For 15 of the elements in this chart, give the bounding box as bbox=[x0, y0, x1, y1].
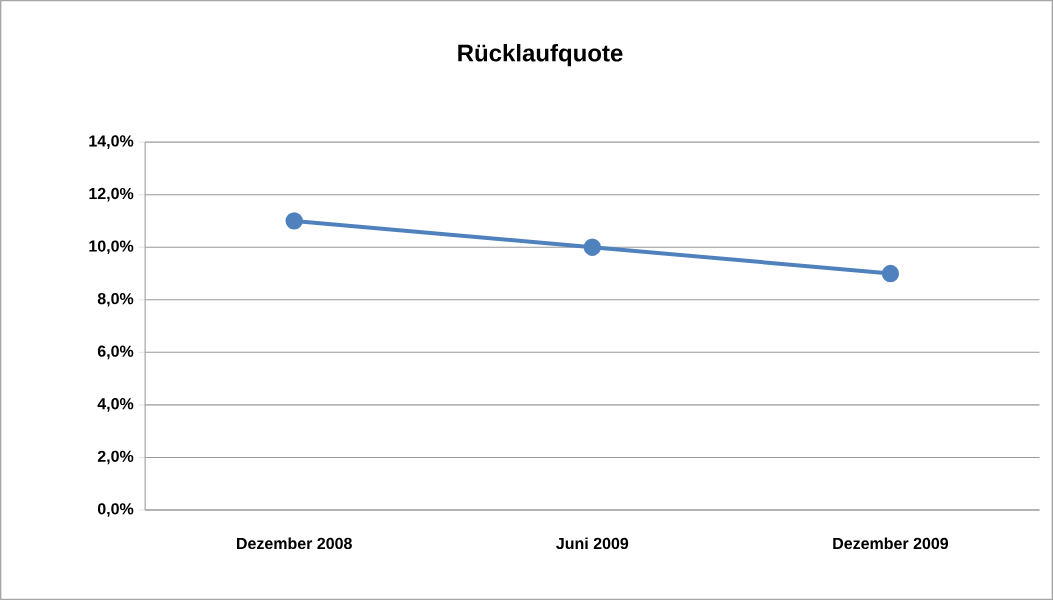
x-tick-label: Dezember 2009 bbox=[833, 537, 949, 550]
point bbox=[583, 238, 601, 256]
y-tick-label: 10,0% bbox=[89, 240, 134, 254]
chart-title: Rücklaufquote bbox=[458, 43, 623, 67]
y-tick-label: 14,0% bbox=[89, 135, 134, 149]
point bbox=[285, 212, 303, 230]
point bbox=[881, 264, 900, 283]
y-tick-label: 2,0% bbox=[97, 450, 134, 465]
y-tick-label: 6,0% bbox=[97, 345, 134, 360]
y-tick-label: 0,0% bbox=[97, 503, 134, 517]
x-tick-label: Dezember 2008 bbox=[237, 537, 352, 550]
y-tick-label: 12,0% bbox=[89, 187, 134, 202]
x-tick-label: Juni 2009 bbox=[556, 537, 629, 550]
y-tick-label: 4,0% bbox=[97, 398, 134, 412]
y-tick-label: 8,0% bbox=[97, 292, 134, 307]
